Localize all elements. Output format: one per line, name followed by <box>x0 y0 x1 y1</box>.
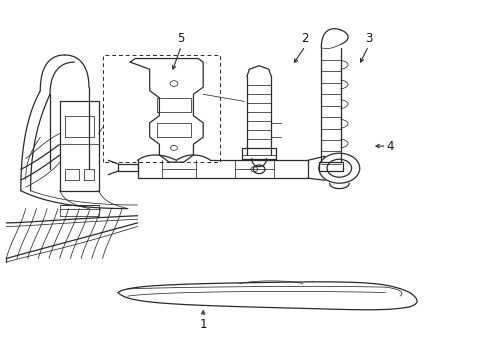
Text: 4: 4 <box>386 140 393 153</box>
Text: 2: 2 <box>301 32 308 45</box>
Text: 1: 1 <box>199 318 206 331</box>
Text: 3: 3 <box>364 32 371 45</box>
Text: 5: 5 <box>177 32 184 45</box>
